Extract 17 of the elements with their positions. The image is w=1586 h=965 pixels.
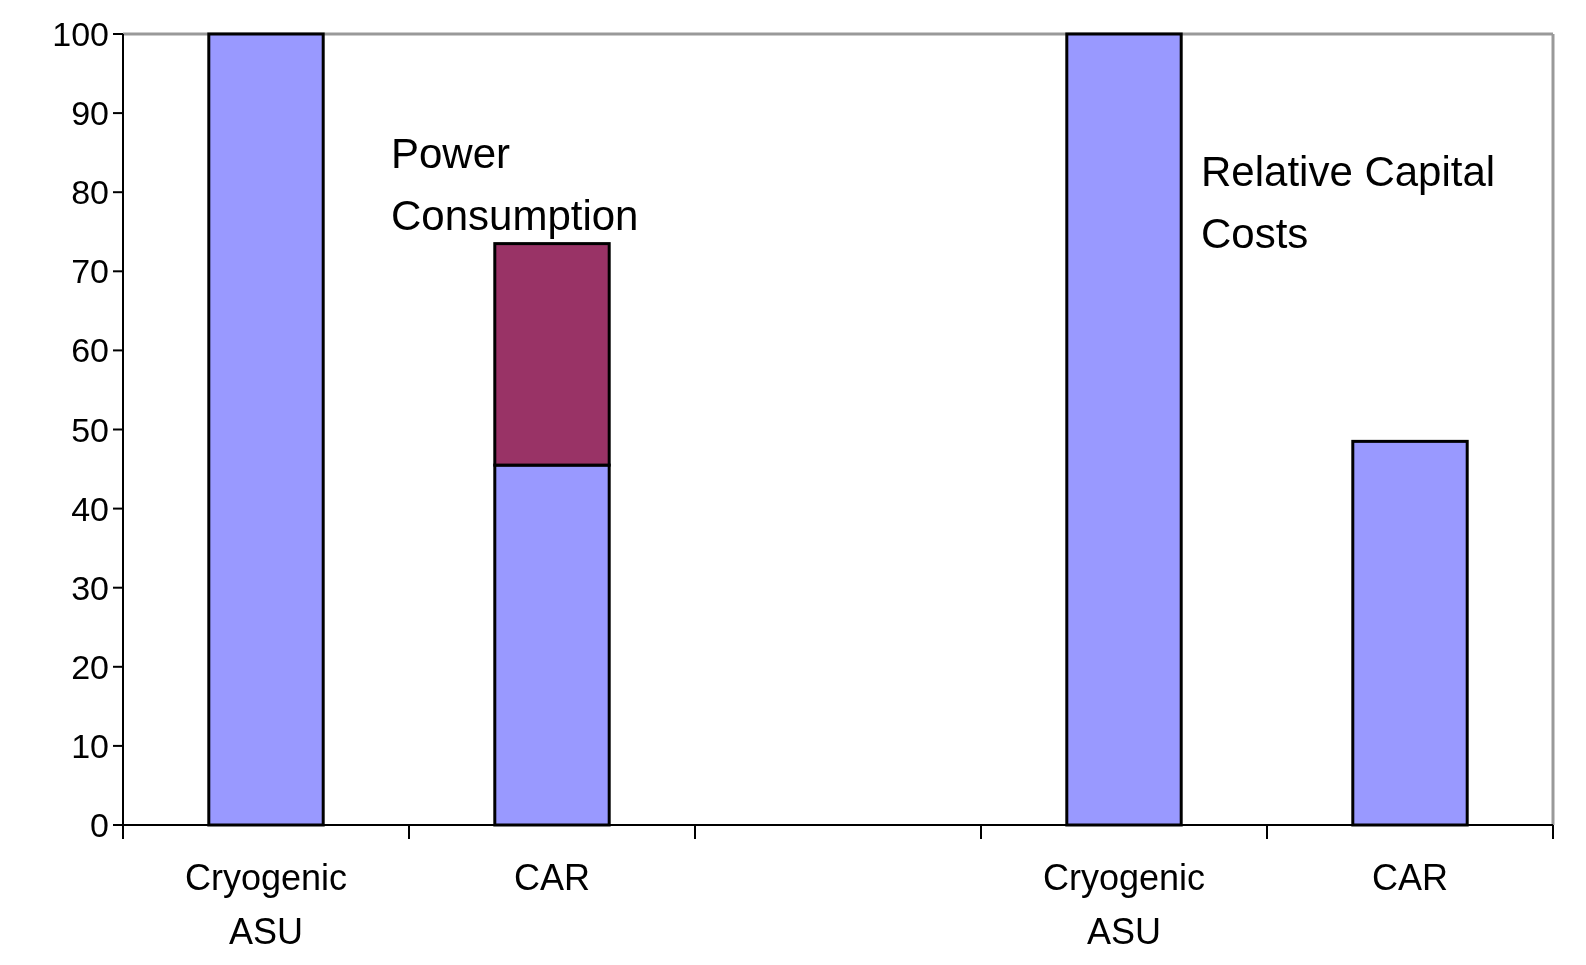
- y-tick-label: 10: [71, 726, 109, 765]
- y-tick-label: 60: [71, 331, 109, 370]
- y-tick-label: 30: [71, 568, 109, 607]
- y-tick-label: 20: [71, 647, 109, 686]
- x-tick-label: CAR: [1371, 857, 1449, 898]
- y-tick-label: 100: [52, 15, 109, 53]
- annotation: Relative Capital Costs: [1201, 148, 1496, 257]
- y-tick-label: 80: [71, 173, 109, 212]
- annotation: Power Consumption: [391, 130, 639, 239]
- x-tick-label: Cryogenic ASU: [1042, 857, 1206, 952]
- y-tick-label: 70: [71, 252, 109, 291]
- y-tick-label: 90: [71, 94, 109, 133]
- y-tick-label: 50: [71, 410, 109, 449]
- y-tick-label: 0: [90, 806, 109, 844]
- x-tick-label: Cryogenic ASU: [184, 857, 348, 952]
- y-tick-label: 40: [71, 489, 109, 528]
- x-tick-label: CAR: [513, 857, 591, 898]
